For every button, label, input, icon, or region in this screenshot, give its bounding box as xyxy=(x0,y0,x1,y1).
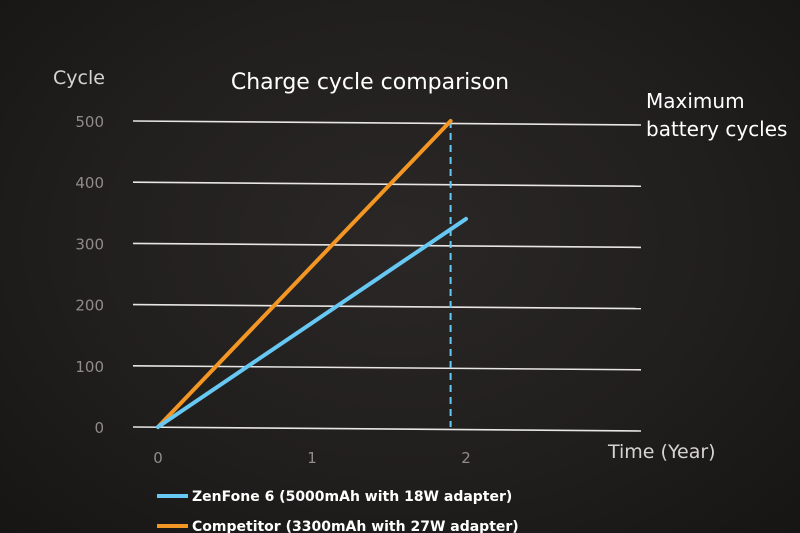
y-tick-label: 400 xyxy=(75,174,104,192)
y-axis-label: Cycle xyxy=(53,67,105,89)
legend: ZenFone 6 (5000mAh with 18W adapter) Com… xyxy=(157,489,519,533)
x-axis-label: Time (Year) xyxy=(607,441,716,463)
gridline xyxy=(132,242,642,249)
max-cycles-label-line2: battery cycles xyxy=(646,117,787,141)
max-cycles-label-line1: Maximum xyxy=(646,89,745,113)
x-tick-label: 1 xyxy=(307,449,317,467)
y-tick-label: 300 xyxy=(75,235,104,253)
legend-label-competitor: Competitor (3300mAh with 27W adapter) xyxy=(192,519,519,533)
gridline xyxy=(132,426,642,432)
gridline xyxy=(132,120,642,126)
x-tick-label: 2 xyxy=(461,449,471,467)
series-line-zenfone xyxy=(156,216,468,429)
gridline xyxy=(132,303,642,310)
gridline xyxy=(132,365,642,371)
x-tick-label: 0 xyxy=(153,449,163,467)
y-tick-label: 0 xyxy=(94,419,104,437)
gridline xyxy=(132,181,642,187)
series-layer xyxy=(156,119,468,429)
y-tick-label: 500 xyxy=(75,113,104,131)
tick-layer: 0 100 200 300 400 500 0 1 2 xyxy=(75,113,470,467)
legend-label-zenfone: ZenFone 6 (5000mAh with 18W adapter) xyxy=(192,489,512,505)
y-tick-label: 200 xyxy=(75,297,104,315)
chart-title: Charge cycle comparison xyxy=(231,70,509,95)
series-line-competitor xyxy=(156,119,453,429)
y-tick-label: 100 xyxy=(75,358,104,376)
grid-layer xyxy=(132,120,642,432)
